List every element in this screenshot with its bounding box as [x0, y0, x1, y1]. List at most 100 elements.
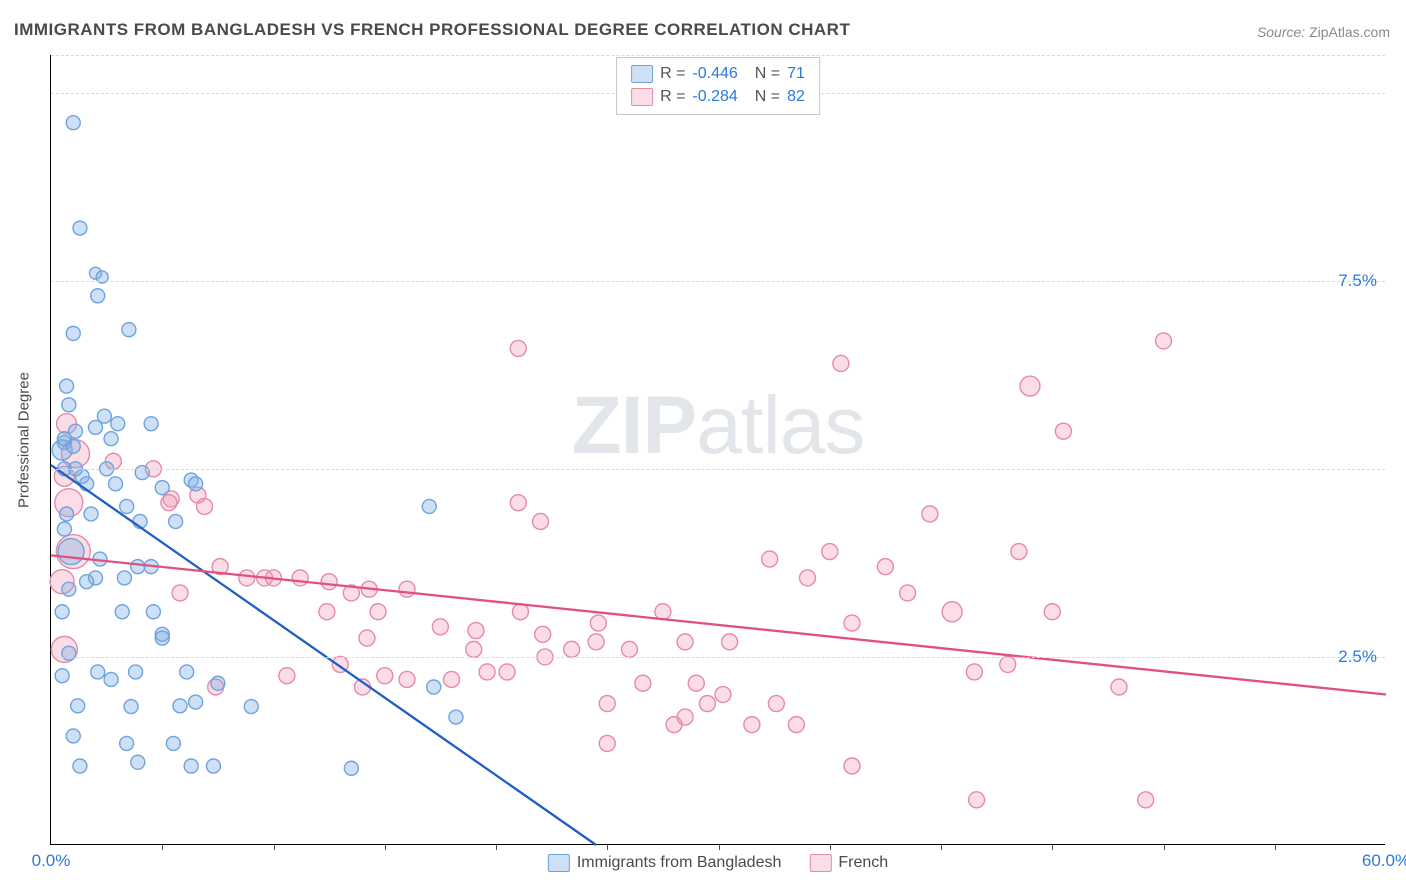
y-tick-label: 2.5% [1338, 647, 1377, 667]
x-tick [1052, 844, 1053, 850]
data-point [432, 619, 448, 635]
stat-n-val-b: 82 [787, 85, 805, 108]
data-point [84, 507, 98, 521]
stat-swatch-a [631, 65, 653, 83]
source-value: ZipAtlas.com [1309, 24, 1390, 40]
data-point [1011, 544, 1027, 560]
data-point [292, 570, 308, 586]
data-point [399, 581, 415, 597]
data-point [197, 498, 213, 514]
stat-r-val-b: -0.284 [692, 85, 737, 108]
data-point [564, 641, 580, 657]
data-point [73, 221, 87, 235]
data-point [1111, 679, 1127, 695]
data-point [62, 582, 76, 596]
data-point [71, 699, 85, 713]
data-point [468, 623, 484, 639]
data-point [688, 675, 704, 691]
data-point [344, 761, 358, 775]
data-point [969, 792, 985, 808]
data-point [844, 615, 860, 631]
data-point [189, 477, 203, 491]
data-point [590, 615, 606, 631]
data-point [91, 289, 105, 303]
data-point [124, 700, 138, 714]
data-point [184, 759, 198, 773]
y-tick-label: 7.5% [1338, 271, 1377, 291]
data-point [166, 736, 180, 750]
data-point [239, 570, 255, 586]
data-point [73, 759, 87, 773]
data-point [161, 495, 177, 511]
data-point [66, 729, 80, 743]
data-point [1044, 604, 1060, 620]
data-point [499, 664, 515, 680]
legend-item-a: Immigrants from Bangladesh [548, 854, 782, 872]
grid-line [51, 657, 1385, 658]
data-point [169, 514, 183, 528]
stat-n-label-b: N = [755, 85, 780, 108]
data-point [588, 634, 604, 650]
data-point [104, 432, 118, 446]
data-point [180, 665, 194, 679]
data-point [427, 680, 441, 694]
data-point [279, 668, 295, 684]
data-point [370, 604, 386, 620]
data-point [146, 605, 160, 619]
data-point [833, 355, 849, 371]
data-point [822, 544, 838, 560]
data-point [91, 665, 105, 679]
source-label: Source: [1257, 24, 1305, 40]
data-point [58, 539, 84, 565]
data-point [206, 759, 220, 773]
x-tick [1275, 844, 1276, 850]
data-point [62, 398, 76, 412]
x-tick-label: 60.0% [1362, 851, 1406, 871]
stat-r-label-b: R = [660, 85, 685, 108]
data-point [942, 602, 962, 622]
stat-r-val-a: -0.446 [692, 62, 737, 85]
data-point [55, 605, 69, 619]
data-point [80, 575, 94, 589]
stat-n-val-a: 71 [787, 62, 805, 85]
data-point [444, 671, 460, 687]
bottom-legend: Immigrants from Bangladesh French [548, 854, 888, 872]
y-axis-title: Professional Degree [16, 372, 33, 508]
data-point [104, 672, 118, 686]
data-point [155, 481, 169, 495]
data-point [466, 641, 482, 657]
x-tick [830, 844, 831, 850]
data-point [319, 604, 335, 620]
data-point [533, 513, 549, 529]
legend-swatch-b [809, 854, 831, 872]
grid-line [51, 281, 1385, 282]
data-point [788, 717, 804, 733]
x-tick [941, 844, 942, 850]
data-point [117, 571, 131, 585]
stat-box: R = -0.446 N = 71 R = -0.284 N = 82 [616, 57, 820, 115]
x-tick-label: 0.0% [32, 851, 71, 871]
data-point [211, 676, 225, 690]
data-point [89, 420, 103, 434]
data-point [131, 755, 145, 769]
grid-line [51, 469, 1385, 470]
data-point [155, 631, 169, 645]
data-point [57, 432, 71, 446]
data-point [55, 669, 69, 683]
data-point [359, 630, 375, 646]
plot-area: ZIPatlas R = -0.446 N = 71 R = -0.284 N … [50, 55, 1385, 845]
data-point [66, 116, 80, 130]
data-point [877, 559, 893, 575]
stat-row-a: R = -0.446 N = 71 [631, 62, 805, 85]
stat-swatch-b [631, 88, 653, 106]
data-point [109, 477, 123, 491]
data-point [722, 634, 738, 650]
data-point [744, 717, 760, 733]
data-point [449, 710, 463, 724]
data-point [510, 340, 526, 356]
x-tick [496, 844, 497, 850]
data-point [111, 417, 125, 431]
stat-n-label-a: N = [755, 62, 780, 85]
x-tick [162, 844, 163, 850]
data-point [377, 668, 393, 684]
